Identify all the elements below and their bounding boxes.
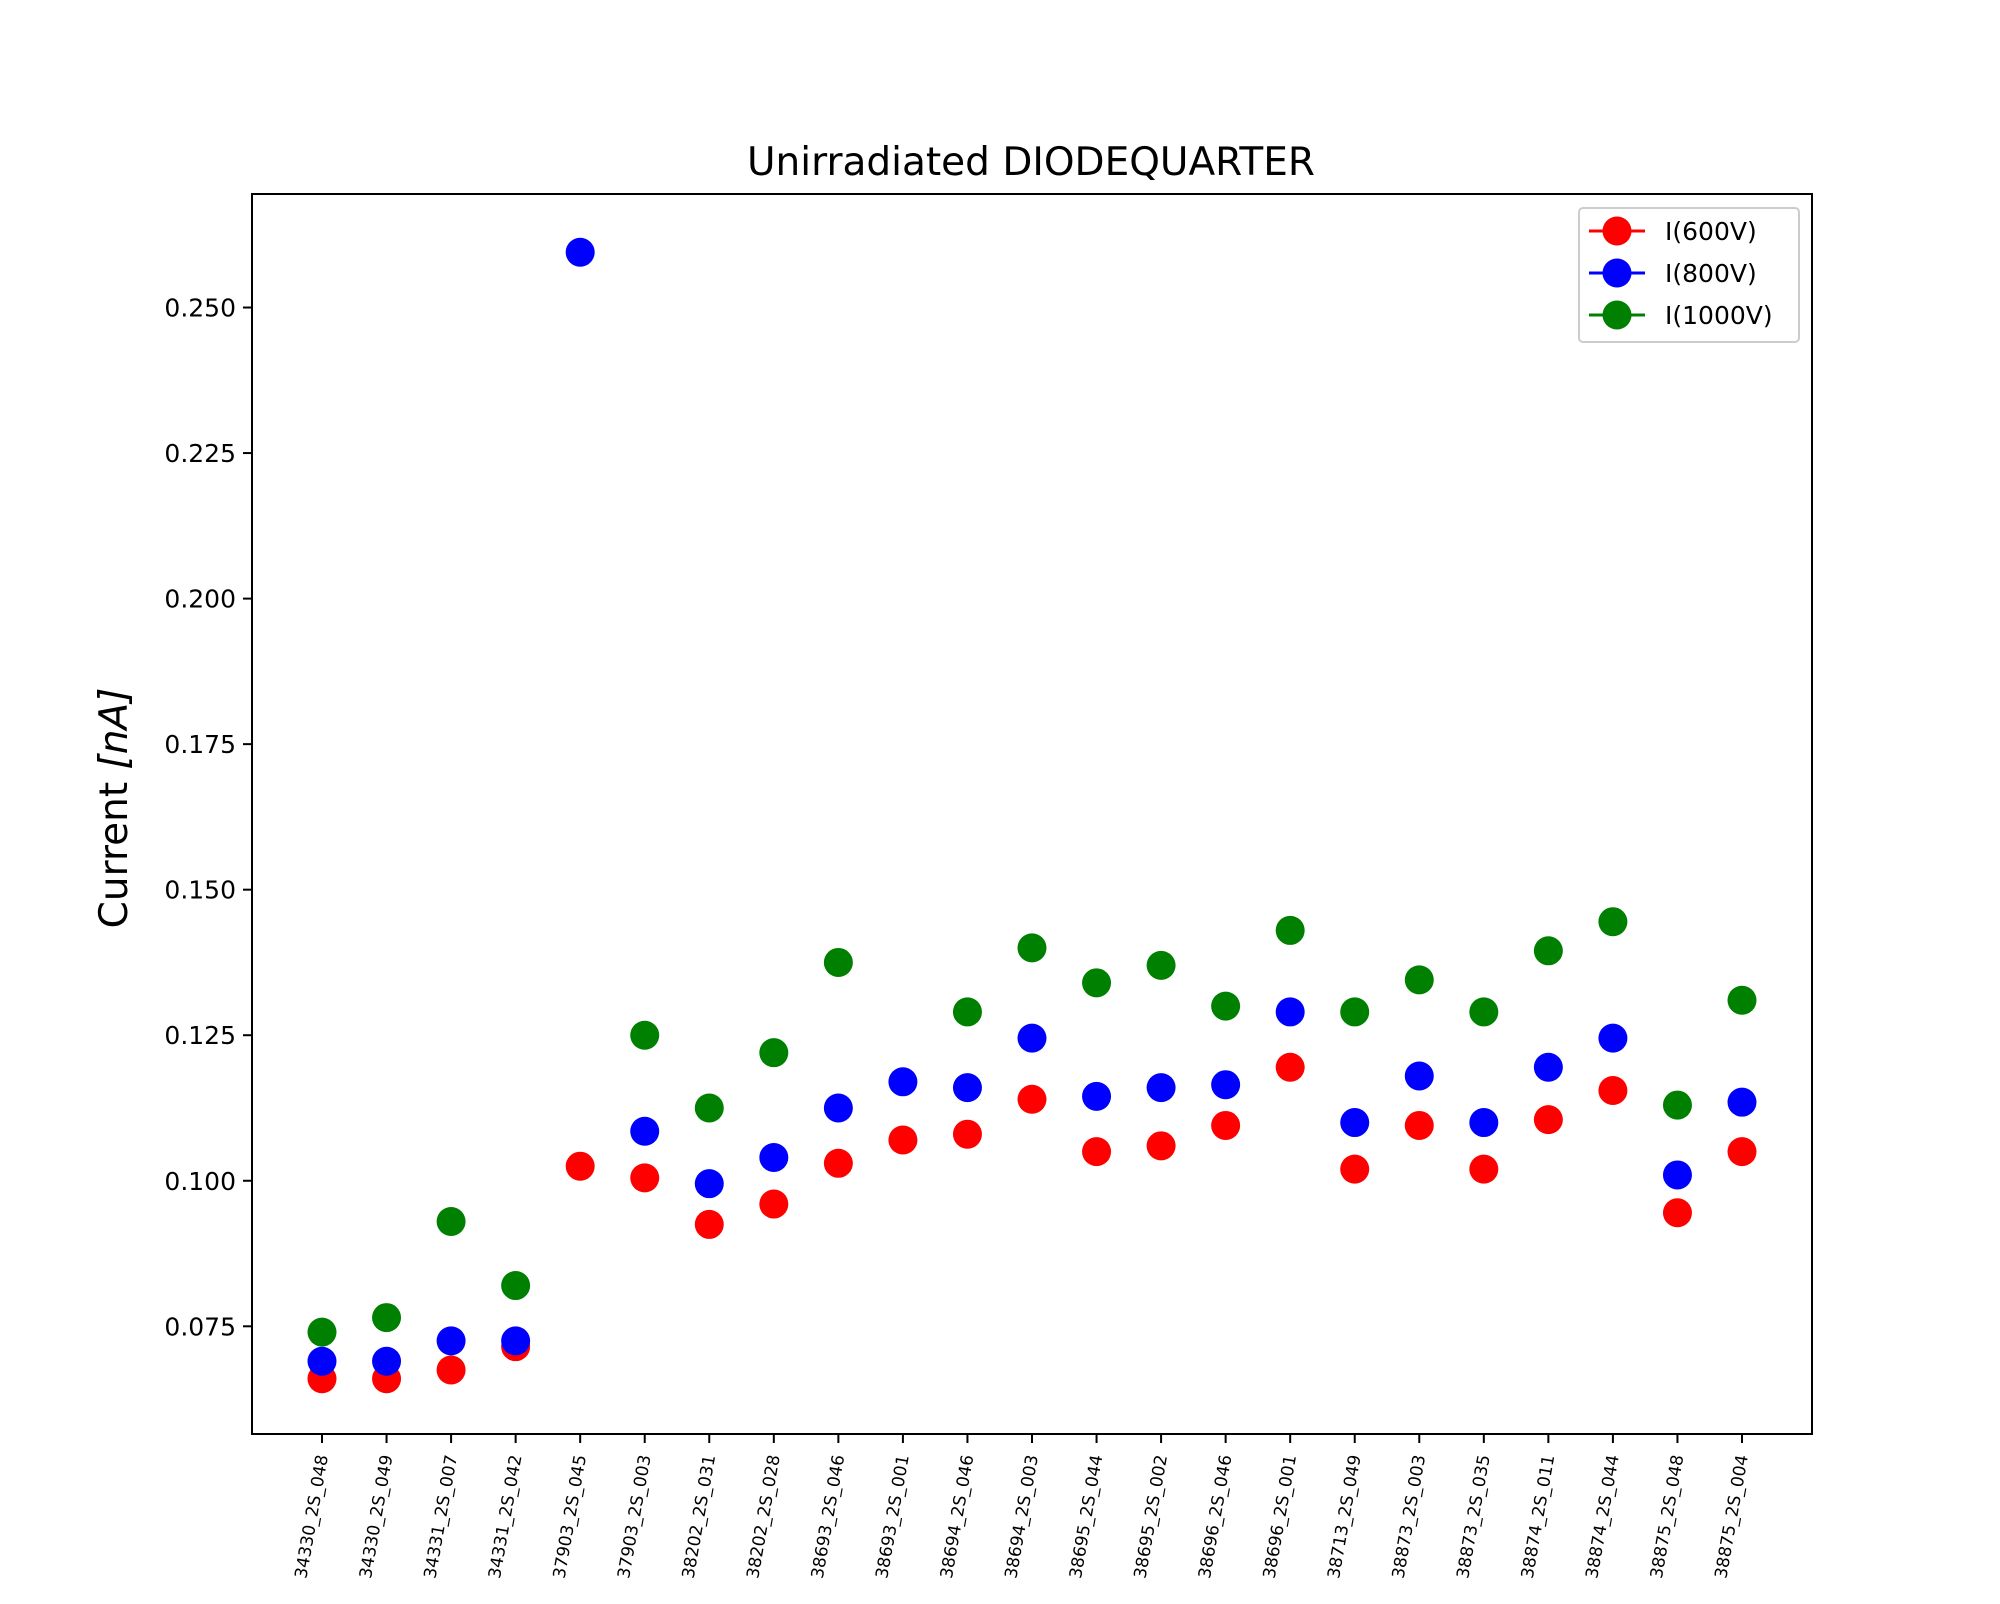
data-point	[1275, 1052, 1305, 1082]
data-point	[1340, 997, 1370, 1027]
plot-area-frame	[251, 193, 1813, 1435]
data-point	[307, 1346, 337, 1376]
data-point	[1469, 997, 1499, 1027]
data-point	[1404, 1110, 1434, 1140]
data-point	[1598, 1023, 1628, 1053]
y-axis-label-unit: [nA]	[92, 688, 137, 770]
data-point	[952, 1073, 982, 1103]
data-point	[1082, 1137, 1112, 1167]
data-point	[1340, 1108, 1370, 1138]
data-point	[1662, 1198, 1692, 1228]
data-point	[1211, 991, 1241, 1021]
data-point	[1340, 1154, 1370, 1184]
y-tick-label: 0.250	[164, 294, 236, 323]
data-point	[1469, 1154, 1499, 1184]
data-point	[694, 1093, 724, 1123]
data-point	[1598, 907, 1628, 937]
data-point	[1533, 1052, 1563, 1082]
legend-label: I(600V)	[1665, 217, 1757, 246]
legend-marker	[1602, 300, 1632, 330]
data-point	[952, 997, 982, 1027]
data-point	[436, 1326, 466, 1356]
data-point	[1662, 1090, 1692, 1120]
data-point	[1404, 965, 1434, 995]
y-tick-label: 0.125	[164, 1021, 236, 1050]
chart-title: Unirradiated DIODEQUARTER	[747, 140, 1315, 185]
legend-marker	[1602, 258, 1632, 288]
legend-label: I(800V)	[1665, 259, 1757, 288]
data-point	[1727, 1087, 1757, 1117]
data-point	[823, 1093, 853, 1123]
series-2-points	[307, 237, 1757, 1376]
data-point	[952, 1119, 982, 1149]
data-point	[888, 1125, 918, 1155]
data-point	[1275, 915, 1305, 945]
data-point	[1082, 968, 1112, 998]
data-point	[436, 1207, 466, 1237]
data-point	[501, 1271, 531, 1301]
data-point	[630, 1163, 660, 1193]
data-point	[1727, 1137, 1757, 1167]
data-point	[1598, 1076, 1628, 1106]
data-points	[307, 237, 1757, 1394]
data-point	[307, 1317, 337, 1347]
y-tick-label: 0.225	[164, 439, 236, 468]
legend-label: I(1000V)	[1665, 301, 1773, 330]
data-point	[1146, 1073, 1176, 1103]
data-point	[759, 1142, 789, 1172]
data-point	[372, 1303, 402, 1333]
data-point	[694, 1209, 724, 1239]
data-point	[565, 1151, 595, 1181]
data-point	[1017, 1023, 1047, 1053]
y-tick-label: 0.200	[164, 585, 236, 614]
data-point	[823, 1148, 853, 1178]
data-point	[565, 237, 595, 267]
y-axis-label-text: Current	[92, 769, 137, 928]
data-point	[1533, 936, 1563, 966]
data-point	[630, 1020, 660, 1050]
data-point	[1146, 1131, 1176, 1161]
data-point	[1211, 1070, 1241, 1100]
data-point	[1404, 1061, 1434, 1091]
series-3-points	[307, 907, 1757, 1347]
y-tick-label: 0.075	[164, 1312, 236, 1341]
data-point	[759, 1038, 789, 1068]
data-point	[372, 1346, 402, 1376]
data-point	[694, 1169, 724, 1199]
data-point	[759, 1189, 789, 1219]
y-axis-label: Current [nA]	[92, 688, 137, 929]
data-point	[436, 1355, 466, 1385]
data-point	[1469, 1108, 1499, 1138]
y-axis: 0.075 0.100 0.125 0.150 0.175 0.200 0.225 0.250	[164, 294, 252, 1341]
data-point	[823, 947, 853, 977]
data-point	[630, 1116, 660, 1146]
data-point	[1275, 997, 1305, 1027]
data-point	[1727, 985, 1757, 1015]
data-point	[1017, 1084, 1047, 1114]
data-point	[1017, 933, 1047, 963]
data-point	[888, 1067, 918, 1097]
data-point	[1211, 1110, 1241, 1140]
legend-box	[1578, 207, 1800, 343]
legend: I(600V) I(800V) I(1000V)	[1578, 207, 1800, 343]
data-point	[1082, 1081, 1112, 1111]
data-point	[1533, 1105, 1563, 1135]
y-tick-label: 0.100	[164, 1167, 236, 1196]
data-point	[1662, 1160, 1692, 1190]
legend-marker	[1602, 216, 1632, 246]
data-point	[501, 1326, 531, 1356]
y-tick-label: 0.150	[164, 876, 236, 905]
y-tick-label: 0.175	[164, 730, 236, 759]
data-point	[1146, 950, 1176, 980]
